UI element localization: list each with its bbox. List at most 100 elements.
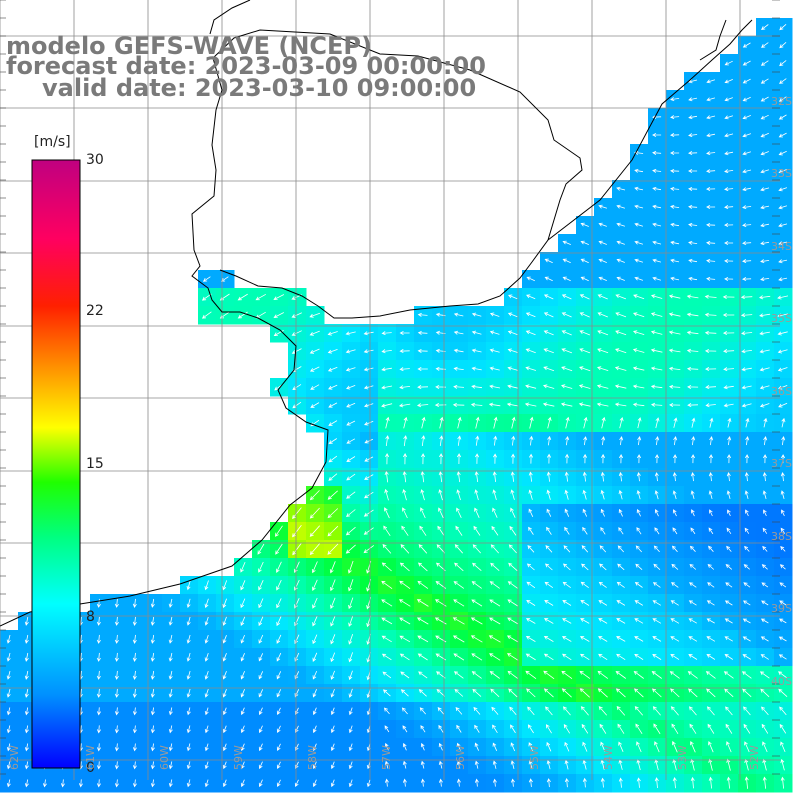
wind-arrow	[707, 563, 715, 570]
wind-arrow	[561, 348, 573, 354]
wind-arrow	[562, 706, 571, 716]
wind-arrow	[309, 330, 320, 336]
wind-arrow	[723, 349, 735, 354]
wind-arrow	[258, 653, 264, 662]
wind-arrow	[650, 330, 663, 335]
wind-arrow	[257, 543, 265, 555]
wind-arrow	[507, 312, 518, 318]
wind-arrow	[686, 294, 699, 299]
wind-arrow	[457, 416, 462, 429]
wind-arrow	[330, 579, 336, 592]
wind-arrow	[597, 348, 609, 354]
wind-arrow	[778, 150, 787, 156]
wind-arrow	[509, 706, 517, 715]
wind-arrow	[204, 707, 209, 716]
wind-arrow	[597, 330, 609, 336]
wind-arrow	[366, 779, 371, 788]
wind-arrow	[345, 544, 356, 554]
wind-arrow	[579, 348, 591, 354]
wind-arrow	[744, 454, 750, 464]
wind-arrow	[706, 276, 716, 281]
wind-arrow	[690, 527, 696, 535]
wind-arrow	[454, 544, 464, 554]
wind-arrow	[492, 489, 497, 501]
wind-arrow	[705, 367, 717, 372]
wind-arrow	[672, 776, 677, 789]
wind-arrow	[670, 258, 680, 263]
wind-arrow	[725, 706, 733, 716]
wind-arrow	[474, 489, 479, 501]
wind-arrow	[742, 654, 752, 660]
wind-arrow	[561, 330, 572, 336]
wind-arrow	[670, 186, 680, 191]
wind-arrow	[635, 563, 643, 571]
wind-arrow	[114, 670, 119, 680]
wind-arrow	[744, 741, 750, 753]
wind-arrow	[672, 454, 678, 464]
wind-arrow	[760, 132, 769, 138]
wind-arrow	[652, 618, 662, 624]
wind-arrow	[763, 509, 767, 517]
wind-arrow	[240, 580, 246, 591]
wind-arrow	[582, 777, 587, 788]
wind-arrow	[510, 453, 516, 464]
wind-arrow	[96, 652, 101, 662]
wind-arrow	[346, 473, 356, 481]
wind-arrow	[273, 330, 284, 336]
wind-arrow	[475, 416, 480, 429]
wind-arrow	[632, 366, 645, 371]
wind-arrow	[742, 636, 751, 642]
wind-arrow	[524, 402, 537, 407]
wind-arrow	[258, 561, 264, 573]
wind-arrow	[471, 581, 482, 589]
wind-arrow	[760, 78, 769, 84]
wind-arrow	[581, 545, 589, 553]
wind-arrow	[471, 348, 482, 353]
wind-arrow	[652, 706, 661, 716]
wind-arrow	[471, 384, 483, 389]
lon-label: 52W	[748, 745, 761, 770]
wind-arrow	[240, 689, 245, 698]
wind-arrow	[654, 741, 660, 753]
wind-arrow	[668, 348, 681, 353]
wind-arrow	[291, 330, 302, 336]
wind-arrow	[596, 402, 609, 407]
wind-arrow	[759, 349, 770, 354]
wind-arrow	[690, 454, 696, 464]
wind-arrow	[741, 403, 752, 408]
wind-arrow	[475, 435, 480, 446]
wind-arrow	[348, 743, 353, 752]
wind-arrow	[618, 471, 623, 482]
wind-arrow	[276, 579, 282, 591]
colorbar-tick: 0	[86, 760, 95, 776]
wind-arrow	[579, 636, 590, 642]
wind-arrow	[724, 79, 733, 84]
wind-arrow	[60, 779, 65, 788]
model-title: modelo GEFS-WAVE (NCEP)	[6, 32, 372, 60]
wind-arrow	[168, 688, 173, 698]
wind-arrow	[470, 635, 483, 643]
wind-arrow	[578, 384, 591, 389]
wind-arrow	[312, 652, 318, 662]
wind-arrow	[673, 436, 678, 446]
wind-arrow	[453, 330, 464, 335]
wind-arrow	[597, 312, 608, 318]
wind-arrow	[652, 168, 662, 173]
wind-arrow	[671, 582, 679, 588]
wind-arrow	[634, 276, 644, 281]
wind-arrow	[96, 707, 101, 716]
wind-arrow	[276, 743, 281, 751]
wind-arrow	[580, 600, 590, 606]
wind-arrow	[598, 636, 608, 642]
wind-arrow	[327, 525, 339, 537]
wind-arrow	[96, 761, 101, 770]
wind-arrow	[688, 79, 698, 84]
wind-arrow	[436, 544, 446, 554]
wind-arrow	[528, 453, 534, 464]
wind-arrow	[508, 562, 518, 572]
wind-arrow	[616, 705, 626, 716]
wind-arrow	[596, 384, 609, 389]
wind-arrow	[526, 688, 536, 698]
wind-arrow	[204, 634, 209, 644]
wind-arrow	[780, 490, 785, 500]
